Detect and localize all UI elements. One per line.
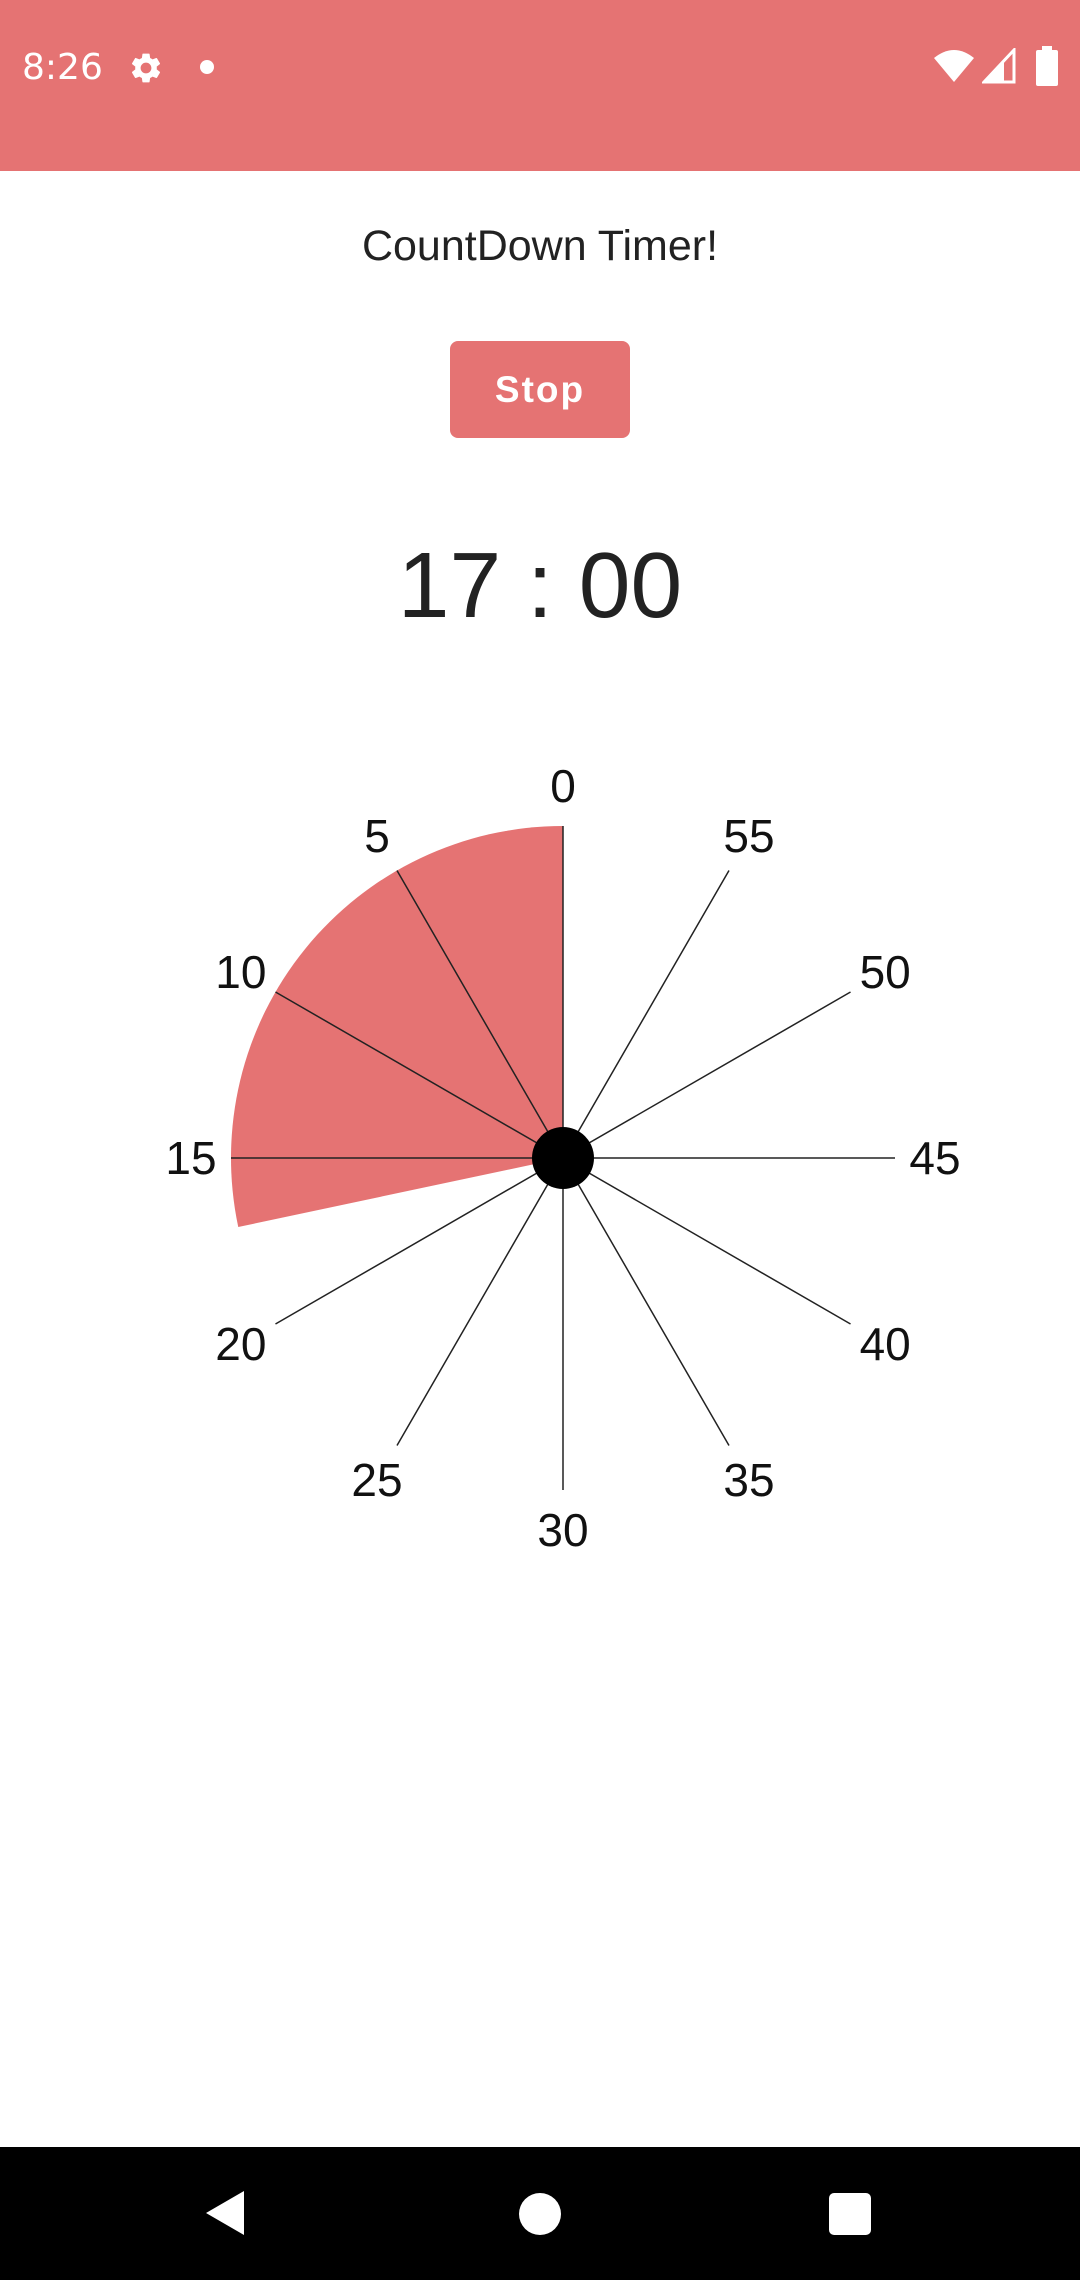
dial-label-15: 15 <box>165 1132 216 1184</box>
recents-icon[interactable] <box>829 2193 871 2235</box>
dial-tick-40 <box>562 1157 851 1325</box>
dial-center-knob[interactable] <box>532 1127 594 1189</box>
timer-display: 17 : 00 <box>397 533 683 637</box>
wifi-icon <box>934 50 974 82</box>
stop-button[interactable]: Stop <box>450 341 630 438</box>
dial-label-55: 55 <box>723 810 774 862</box>
dial-label-50: 50 <box>860 946 911 998</box>
dial-label-40: 40 <box>860 1318 911 1370</box>
dial-label-0: 0 <box>550 760 576 812</box>
dial-tick-25 <box>396 1157 564 1446</box>
dial-tick-5 <box>396 870 564 1159</box>
dial-label-35: 35 <box>723 1454 774 1506</box>
dial-label-5: 5 <box>364 810 390 862</box>
cell-signal-icon <box>982 48 1016 84</box>
app-title: CountDown Timer! <box>361 222 719 270</box>
notification-dot-icon <box>200 60 214 74</box>
dial-tick-50 <box>562 991 851 1159</box>
dial-tick-10 <box>275 991 564 1159</box>
dial-label-45: 45 <box>909 1132 960 1184</box>
dial-label-10: 10 <box>215 946 266 998</box>
remaining-time-sector <box>230 826 563 1228</box>
back-icon[interactable] <box>200 2188 250 2238</box>
battery-icon <box>1036 46 1058 86</box>
dial-tick-55 <box>562 870 730 1159</box>
dial-label-20: 20 <box>215 1318 266 1370</box>
home-icon[interactable] <box>519 2193 561 2235</box>
dial-tick-20 <box>275 1157 564 1325</box>
dial-tick-35 <box>562 1157 730 1446</box>
dial-label-25: 25 <box>351 1454 402 1506</box>
gear-icon <box>131 53 161 83</box>
dial-label-30: 30 <box>537 1504 588 1556</box>
status-time: 8:26 <box>22 47 103 88</box>
status-bar: 8:26 <box>0 0 1080 171</box>
